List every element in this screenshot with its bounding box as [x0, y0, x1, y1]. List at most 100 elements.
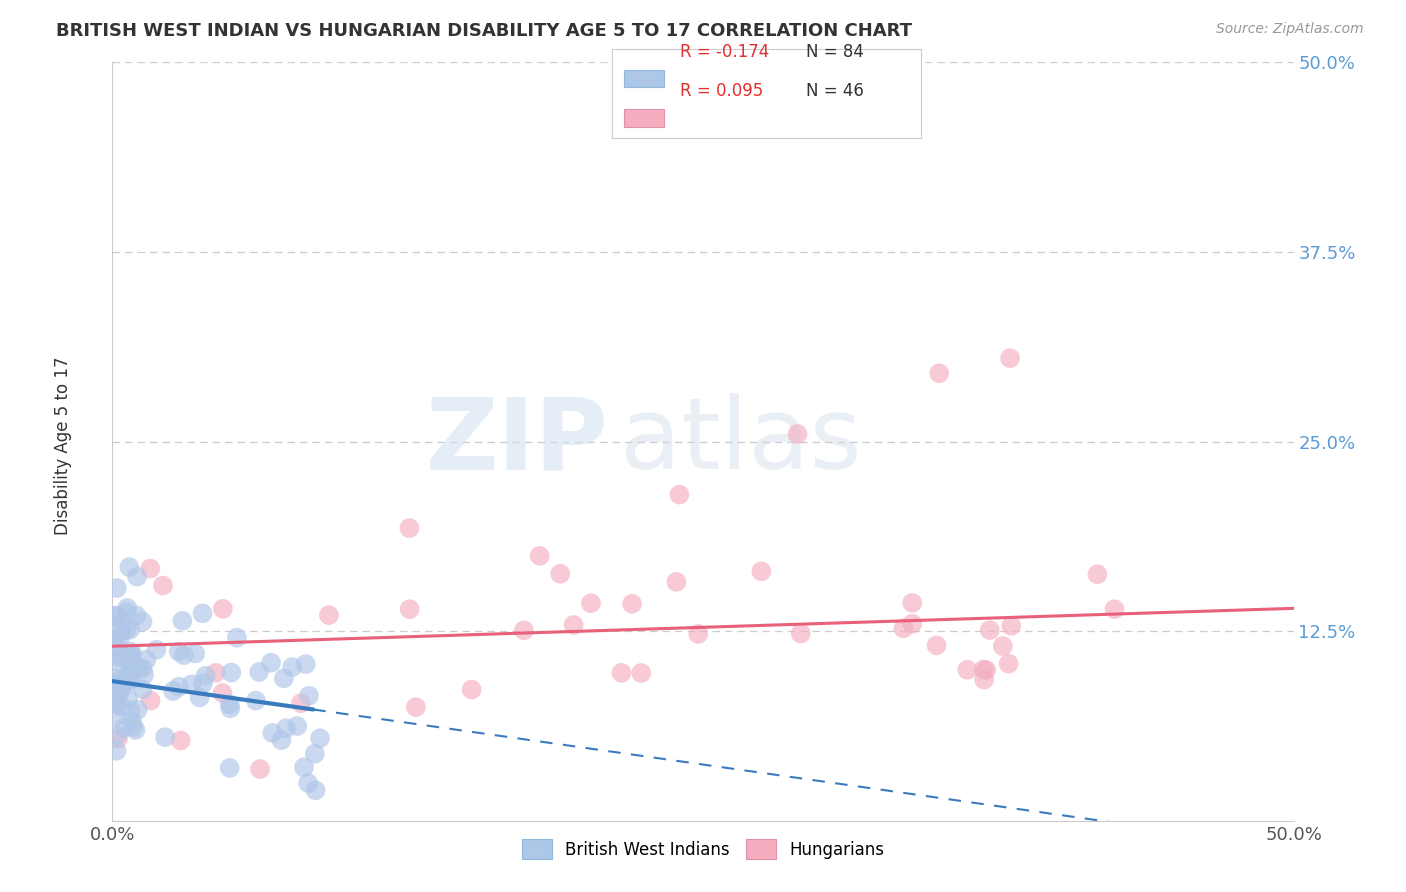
Point: [1087, 567, 1109, 582]
Point: [131, 615, 153, 629]
Point: [121, 647, 143, 661]
Point: [304, 747, 326, 761]
Point: [221, 665, 243, 680]
Point: [398, 602, 420, 616]
Legend: British West Indians, Hungarians: British West Indians, Hungarians: [515, 833, 891, 865]
Point: [111, 616, 134, 631]
Point: [107, 655, 129, 669]
Point: [107, 731, 129, 746]
Point: [668, 487, 690, 501]
Point: [285, 719, 308, 733]
Point: [405, 700, 427, 714]
Point: [118, 560, 141, 574]
Point: [110, 624, 132, 639]
Point: [398, 521, 420, 535]
Point: [956, 663, 979, 677]
Point: [991, 639, 1014, 653]
Point: [162, 684, 184, 698]
Point: [274, 721, 297, 735]
Point: [145, 642, 167, 657]
Point: [304, 783, 326, 797]
Point: [107, 686, 129, 700]
Point: [529, 549, 551, 563]
Point: [124, 723, 146, 737]
Point: [270, 733, 292, 747]
Point: [117, 669, 139, 683]
Point: [281, 660, 304, 674]
Point: [127, 703, 149, 717]
Point: [973, 663, 995, 677]
Point: [173, 648, 195, 662]
Point: [749, 565, 772, 579]
Text: N = 84: N = 84: [807, 43, 865, 61]
FancyBboxPatch shape: [624, 109, 664, 127]
Point: [170, 733, 193, 747]
Point: [218, 698, 240, 712]
Point: [298, 689, 321, 703]
Point: [118, 644, 141, 658]
Point: [105, 709, 128, 723]
Point: [247, 665, 270, 679]
Point: [245, 693, 267, 707]
Point: [893, 621, 915, 635]
Point: [120, 673, 142, 687]
Point: [188, 690, 211, 705]
Point: [172, 614, 194, 628]
Text: Source: ZipAtlas.com: Source: ZipAtlas.com: [1216, 22, 1364, 37]
Point: [928, 366, 950, 380]
Point: [513, 624, 536, 638]
Point: [112, 721, 135, 735]
Point: [121, 714, 143, 729]
Point: [1104, 602, 1126, 616]
Text: R = -0.174: R = -0.174: [679, 43, 769, 61]
Point: [297, 776, 319, 790]
Point: [122, 720, 145, 734]
Point: [118, 623, 141, 637]
Point: [105, 678, 128, 692]
Point: [134, 667, 156, 681]
Point: [184, 647, 207, 661]
Point: [290, 696, 312, 710]
Point: [131, 661, 153, 675]
Point: [548, 566, 571, 581]
Point: [117, 691, 139, 706]
Point: [110, 630, 132, 644]
Point: [153, 730, 176, 744]
Point: [135, 653, 157, 667]
Point: [139, 561, 162, 575]
Point: [260, 656, 283, 670]
Point: [925, 639, 948, 653]
Point: [630, 665, 652, 680]
Point: [167, 644, 190, 658]
Text: Disability Age 5 to 17: Disability Age 5 to 17: [55, 357, 72, 535]
FancyBboxPatch shape: [624, 70, 664, 87]
Point: [115, 673, 138, 688]
Point: [562, 618, 585, 632]
Point: [218, 761, 240, 775]
Point: [273, 671, 295, 685]
Point: [105, 728, 128, 742]
Point: [115, 605, 138, 619]
Point: [105, 581, 128, 595]
Point: [105, 608, 128, 623]
Point: [789, 626, 811, 640]
Point: [104, 691, 127, 706]
Point: [104, 632, 127, 647]
Point: [104, 698, 127, 712]
Point: [665, 574, 688, 589]
Point: [621, 597, 644, 611]
Point: [121, 655, 143, 669]
Point: [979, 623, 1001, 637]
Point: [460, 682, 482, 697]
Text: BRITISH WEST INDIAN VS HUNGARIAN DISABILITY AGE 5 TO 17 CORRELATION CHART: BRITISH WEST INDIAN VS HUNGARIAN DISABIL…: [56, 22, 912, 40]
Point: [125, 608, 148, 623]
Point: [579, 596, 602, 610]
Point: [309, 731, 332, 746]
Point: [105, 744, 128, 758]
Point: [110, 681, 132, 696]
Point: [219, 701, 242, 715]
Point: [180, 677, 202, 691]
Point: [131, 682, 153, 697]
Point: [295, 657, 318, 672]
Text: R = 0.095: R = 0.095: [679, 82, 763, 100]
